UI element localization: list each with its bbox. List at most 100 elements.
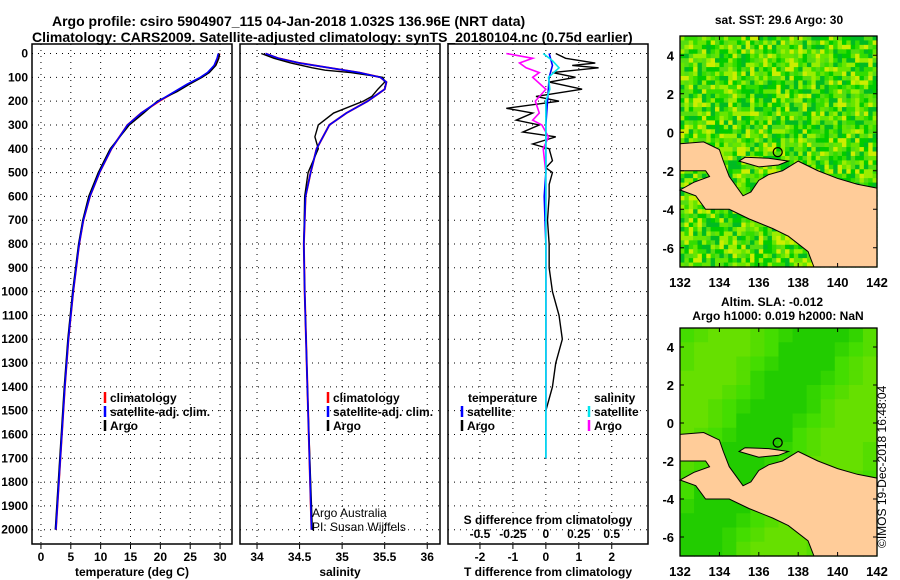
map-cell — [697, 253, 703, 259]
map-cell — [693, 84, 699, 90]
map-cell — [771, 133, 777, 139]
map-cell — [754, 84, 760, 90]
map-cell — [837, 173, 843, 179]
map-cell — [680, 93, 685, 99]
map-cell — [722, 442, 737, 457]
map-cell — [767, 120, 773, 126]
map-cell — [763, 142, 769, 148]
map-cell — [745, 36, 751, 42]
map-cell — [811, 142, 817, 148]
map-cell — [701, 231, 707, 237]
map-cell — [863, 173, 869, 179]
map-cell — [722, 499, 737, 514]
map-cell — [815, 40, 821, 46]
figure-title-line2: Climatology: CARS2009. Satellite-adjuste… — [32, 29, 633, 45]
map-cell — [811, 80, 817, 86]
map-cell — [736, 102, 742, 108]
map-cell — [802, 124, 808, 130]
map-cell — [728, 160, 734, 166]
map-cell — [811, 160, 817, 166]
map-cell — [722, 427, 737, 443]
map-cell — [754, 40, 760, 46]
x-tick-label: 20 — [154, 550, 168, 564]
map-cell — [693, 111, 699, 117]
map-cell — [750, 178, 756, 184]
map-cell — [693, 169, 699, 175]
map-cell — [776, 164, 782, 170]
map-cell — [776, 71, 782, 77]
map-cell — [850, 147, 856, 153]
map-cell — [767, 115, 773, 122]
map-cell — [728, 120, 734, 126]
map-cell — [767, 40, 773, 46]
map-cell — [736, 240, 742, 246]
map-cell — [706, 249, 712, 255]
map-cell — [758, 124, 764, 130]
map-cell — [793, 98, 799, 104]
map-cell — [680, 89, 685, 95]
map-cell — [706, 75, 712, 82]
map-cell — [798, 71, 804, 77]
map-cell — [780, 75, 786, 82]
map-cell — [798, 102, 804, 108]
map-cell — [862, 385, 878, 400]
map-cell — [719, 53, 725, 59]
map-cell — [798, 253, 804, 259]
map-cell — [771, 151, 777, 157]
map-cell — [701, 253, 707, 259]
map-cell — [828, 147, 834, 153]
plot-frame — [447, 43, 649, 545]
map-cell — [736, 75, 742, 82]
map-cell — [846, 115, 852, 122]
map-cell — [828, 120, 834, 126]
map-cell — [859, 80, 865, 86]
map-cell — [837, 160, 843, 166]
map-cell — [736, 124, 742, 130]
map-cell — [828, 102, 834, 108]
map-cell — [824, 120, 830, 126]
map-cell — [750, 107, 756, 113]
map-cell — [855, 98, 861, 104]
map-cell — [701, 71, 707, 77]
map-cell — [694, 356, 709, 372]
map-cell — [771, 244, 777, 250]
map-cell — [710, 93, 716, 99]
map-cell — [723, 138, 729, 144]
map-cell — [732, 89, 738, 95]
map-cell — [706, 258, 712, 264]
map-cell — [776, 89, 782, 95]
map-cell — [833, 129, 839, 135]
map-cell — [806, 142, 812, 148]
map-cell — [855, 147, 861, 153]
map-cell — [820, 427, 836, 443]
map-cell — [684, 209, 690, 215]
map-cell — [850, 120, 856, 126]
map-cell — [862, 456, 878, 472]
map-cell — [745, 53, 751, 59]
map-cell — [745, 71, 751, 77]
map-cell — [764, 541, 780, 557]
map-cell — [859, 160, 865, 166]
map-cell — [741, 75, 747, 82]
map-cell — [802, 98, 808, 104]
map-cell — [837, 107, 843, 113]
map-cell — [763, 49, 769, 55]
map-cell — [872, 115, 878, 122]
map-cell — [778, 413, 794, 429]
map-cell — [806, 111, 812, 117]
map-cell — [688, 124, 694, 130]
map-cell — [872, 107, 878, 113]
map-cell — [719, 124, 725, 130]
map-cell — [741, 173, 747, 179]
map-cell — [862, 399, 878, 415]
map-cell — [848, 385, 864, 400]
map-cell — [697, 120, 703, 126]
map-cell — [736, 142, 742, 148]
map-cell — [824, 169, 830, 175]
map-cell — [802, 62, 808, 68]
x2-tick-label: -0.5 — [470, 527, 491, 541]
y-tick-label: 1100 — [2, 308, 28, 322]
map-cell — [693, 258, 699, 264]
map-cell — [764, 527, 780, 543]
map-cell — [693, 231, 699, 237]
